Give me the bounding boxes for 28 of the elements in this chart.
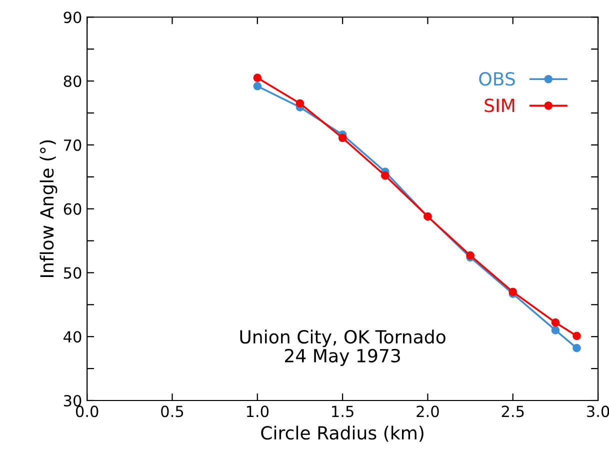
annotation: Union City, OK Tornado 24 May 1973 xyxy=(240,330,446,366)
point xyxy=(572,344,581,352)
y-tick-label: 60 xyxy=(64,203,82,215)
point xyxy=(551,318,560,327)
y-tick-label: 90 xyxy=(64,12,82,24)
legend-label: OBS xyxy=(479,72,515,86)
y-tick-label: 40 xyxy=(64,331,82,343)
x-tick-label: 0.5 xyxy=(161,406,184,418)
x-tick-label: 2.0 xyxy=(416,406,439,418)
point xyxy=(572,332,581,340)
point xyxy=(380,171,390,180)
y-tick-label: 80 xyxy=(64,75,82,88)
y-axis-title: Inflow Angle (°) xyxy=(40,140,58,278)
point xyxy=(551,326,560,334)
x-tick-label: 1.5 xyxy=(332,406,354,418)
point xyxy=(253,82,262,90)
point xyxy=(253,74,262,82)
x-axis-title: Circle Radius (km) xyxy=(261,426,424,442)
y-tick-label: 50 xyxy=(64,267,82,279)
x-tick-label: 1.0 xyxy=(246,406,269,418)
x-tick-label: 3.0 xyxy=(587,406,609,418)
point xyxy=(296,99,304,108)
point xyxy=(338,134,347,142)
x-tick-label: 2.5 xyxy=(502,406,524,418)
legend-label: SIM xyxy=(484,98,514,112)
y-tick-label: 30 xyxy=(64,394,82,407)
y-tick-label: 70 xyxy=(64,139,82,151)
x-tick-label: 0.0 xyxy=(76,406,98,418)
